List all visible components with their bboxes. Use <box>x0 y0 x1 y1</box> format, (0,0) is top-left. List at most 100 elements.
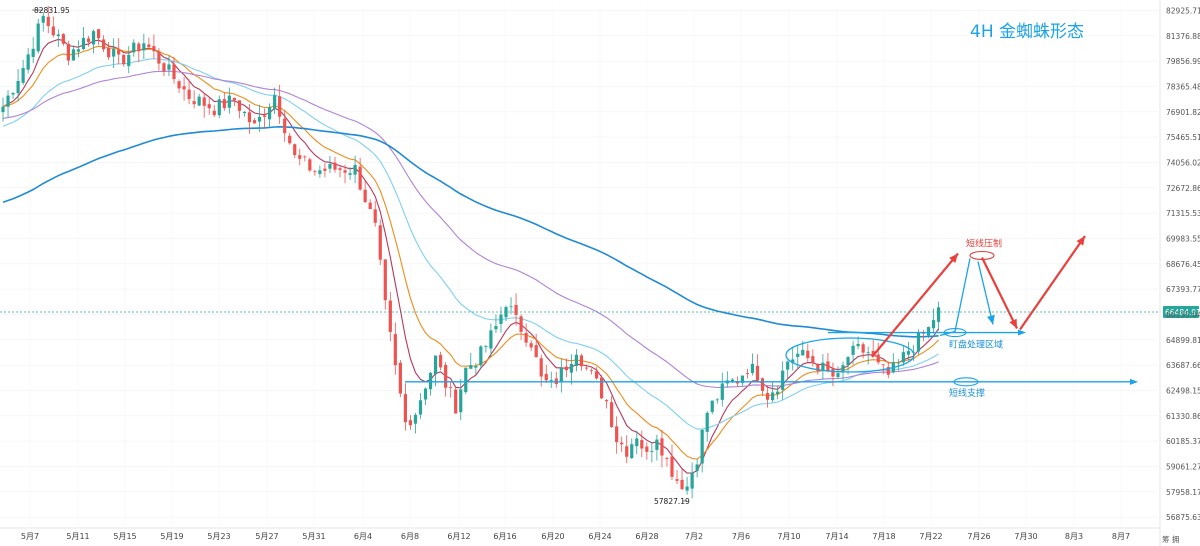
candle-body <box>6 95 10 107</box>
candle-body <box>494 325 498 330</box>
candle-body <box>172 64 176 80</box>
candle-body <box>262 115 267 117</box>
candle-body <box>217 99 221 116</box>
y-tick-label: 71315.53 <box>1166 209 1200 218</box>
candle-body <box>449 387 453 388</box>
candle-body <box>318 170 322 174</box>
candle-body <box>866 352 870 354</box>
candle-body <box>579 355 584 367</box>
candle-body <box>549 380 553 382</box>
y-tick-label: 82925.71 <box>1166 6 1200 15</box>
candle-body <box>770 392 775 401</box>
candle-body <box>273 95 277 110</box>
candle-body <box>509 306 513 308</box>
moving-average-line <box>2 38 940 474</box>
candle-body <box>61 34 65 44</box>
candle-body <box>162 63 166 72</box>
x-tick-label: 7月18 <box>872 532 895 541</box>
candle-body <box>132 42 136 53</box>
candle-body <box>640 440 644 449</box>
x-tick-label: 7月22 <box>919 532 942 541</box>
candle-body <box>931 320 936 329</box>
candle-body <box>710 400 714 412</box>
low-label: 57827.19 <box>654 497 690 506</box>
candle-body <box>197 96 201 106</box>
candle-body <box>594 371 599 379</box>
candle-body <box>901 352 905 363</box>
candle-body <box>620 442 624 445</box>
candle-body <box>514 304 518 315</box>
candle-body <box>31 48 35 57</box>
y-tick-label: 78365.48 <box>1166 82 1200 91</box>
candle-body <box>26 54 30 70</box>
candle-body <box>484 345 488 347</box>
candle-body <box>388 300 392 332</box>
candle-body <box>760 378 765 391</box>
y-tick-label: 62498.15 <box>1166 386 1200 395</box>
x-tick-label: 7月10 <box>777 532 800 541</box>
candle-body <box>655 439 659 450</box>
candle-body <box>16 81 20 94</box>
y-tick-label: 74056.02 <box>1166 158 1200 167</box>
current-price-label: 66484.91 <box>1165 308 1200 317</box>
candle-body <box>177 81 181 89</box>
candle-body <box>423 388 428 400</box>
candle-body <box>745 373 750 374</box>
candle-body <box>323 168 327 171</box>
candle-body <box>529 343 533 348</box>
y-tick-label: 61330.86 <box>1166 412 1200 421</box>
x-tick-label: 7月26 <box>967 532 990 541</box>
candle-body <box>660 438 664 456</box>
y-tick-label: 76901.82 <box>1166 108 1200 117</box>
candle-body <box>41 15 45 23</box>
x-tick-label: 5月11 <box>66 532 89 541</box>
candle-body <box>51 26 55 36</box>
candle-body <box>86 38 91 42</box>
candle-body <box>308 159 312 171</box>
candle-body <box>730 379 734 382</box>
candle-body <box>373 209 377 223</box>
candle-body <box>559 367 563 383</box>
bullish-arrow-2 <box>1019 235 1086 331</box>
x-tick-label: 6月4 <box>354 532 372 541</box>
candle-body <box>403 394 407 423</box>
candle-body <box>81 37 86 49</box>
y-tick-label: 63687.66 <box>1166 361 1200 370</box>
candle-body <box>227 95 231 108</box>
candle-body <box>610 402 614 427</box>
candle-body <box>720 383 724 400</box>
candle-body <box>589 370 594 372</box>
candle-body <box>363 189 367 203</box>
candle-body <box>46 16 50 26</box>
x-tick-label: 5月19 <box>160 532 183 541</box>
range-label: 盯盘处理区域 <box>949 339 1003 351</box>
candle-body <box>358 166 362 190</box>
candle-body <box>489 330 493 349</box>
candle-body <box>715 399 719 401</box>
x-tick-label: 6月12 <box>447 532 470 541</box>
x-axis: 5月7 5月11 5月15 5月19 5月23 5月27 5月31 6月4 6月8 6月12 6月1… <box>0 527 1160 541</box>
candle-body <box>464 367 468 393</box>
support-marker <box>953 377 979 387</box>
candle-body <box>876 354 880 363</box>
candle-body <box>564 366 568 371</box>
y-tick-label: 64899.81 <box>1166 336 1200 345</box>
bullish-arrow-1-head <box>949 253 958 263</box>
range-arrowhead <box>1018 329 1026 336</box>
x-tick-label: 5月15 <box>113 532 136 541</box>
candle-body <box>91 31 96 45</box>
candle-body <box>187 89 191 99</box>
y-tick-label: 72672.86 <box>1166 184 1200 193</box>
x-tick-label: 6月28 <box>635 532 658 541</box>
x-tick-label: 7月2 <box>685 532 703 541</box>
y-tick-label: 81376.88 <box>1166 32 1200 41</box>
x-tick-label: 6月8 <box>401 532 419 541</box>
candle-body <box>142 43 146 51</box>
candle-body <box>232 97 236 101</box>
candle-body <box>781 370 785 390</box>
x-tick-label: 5月7 <box>21 532 39 541</box>
y-tick-label: 79856.99 <box>1166 57 1200 66</box>
x-tick-label: 6月20 <box>541 532 564 541</box>
candle-body <box>303 156 307 158</box>
